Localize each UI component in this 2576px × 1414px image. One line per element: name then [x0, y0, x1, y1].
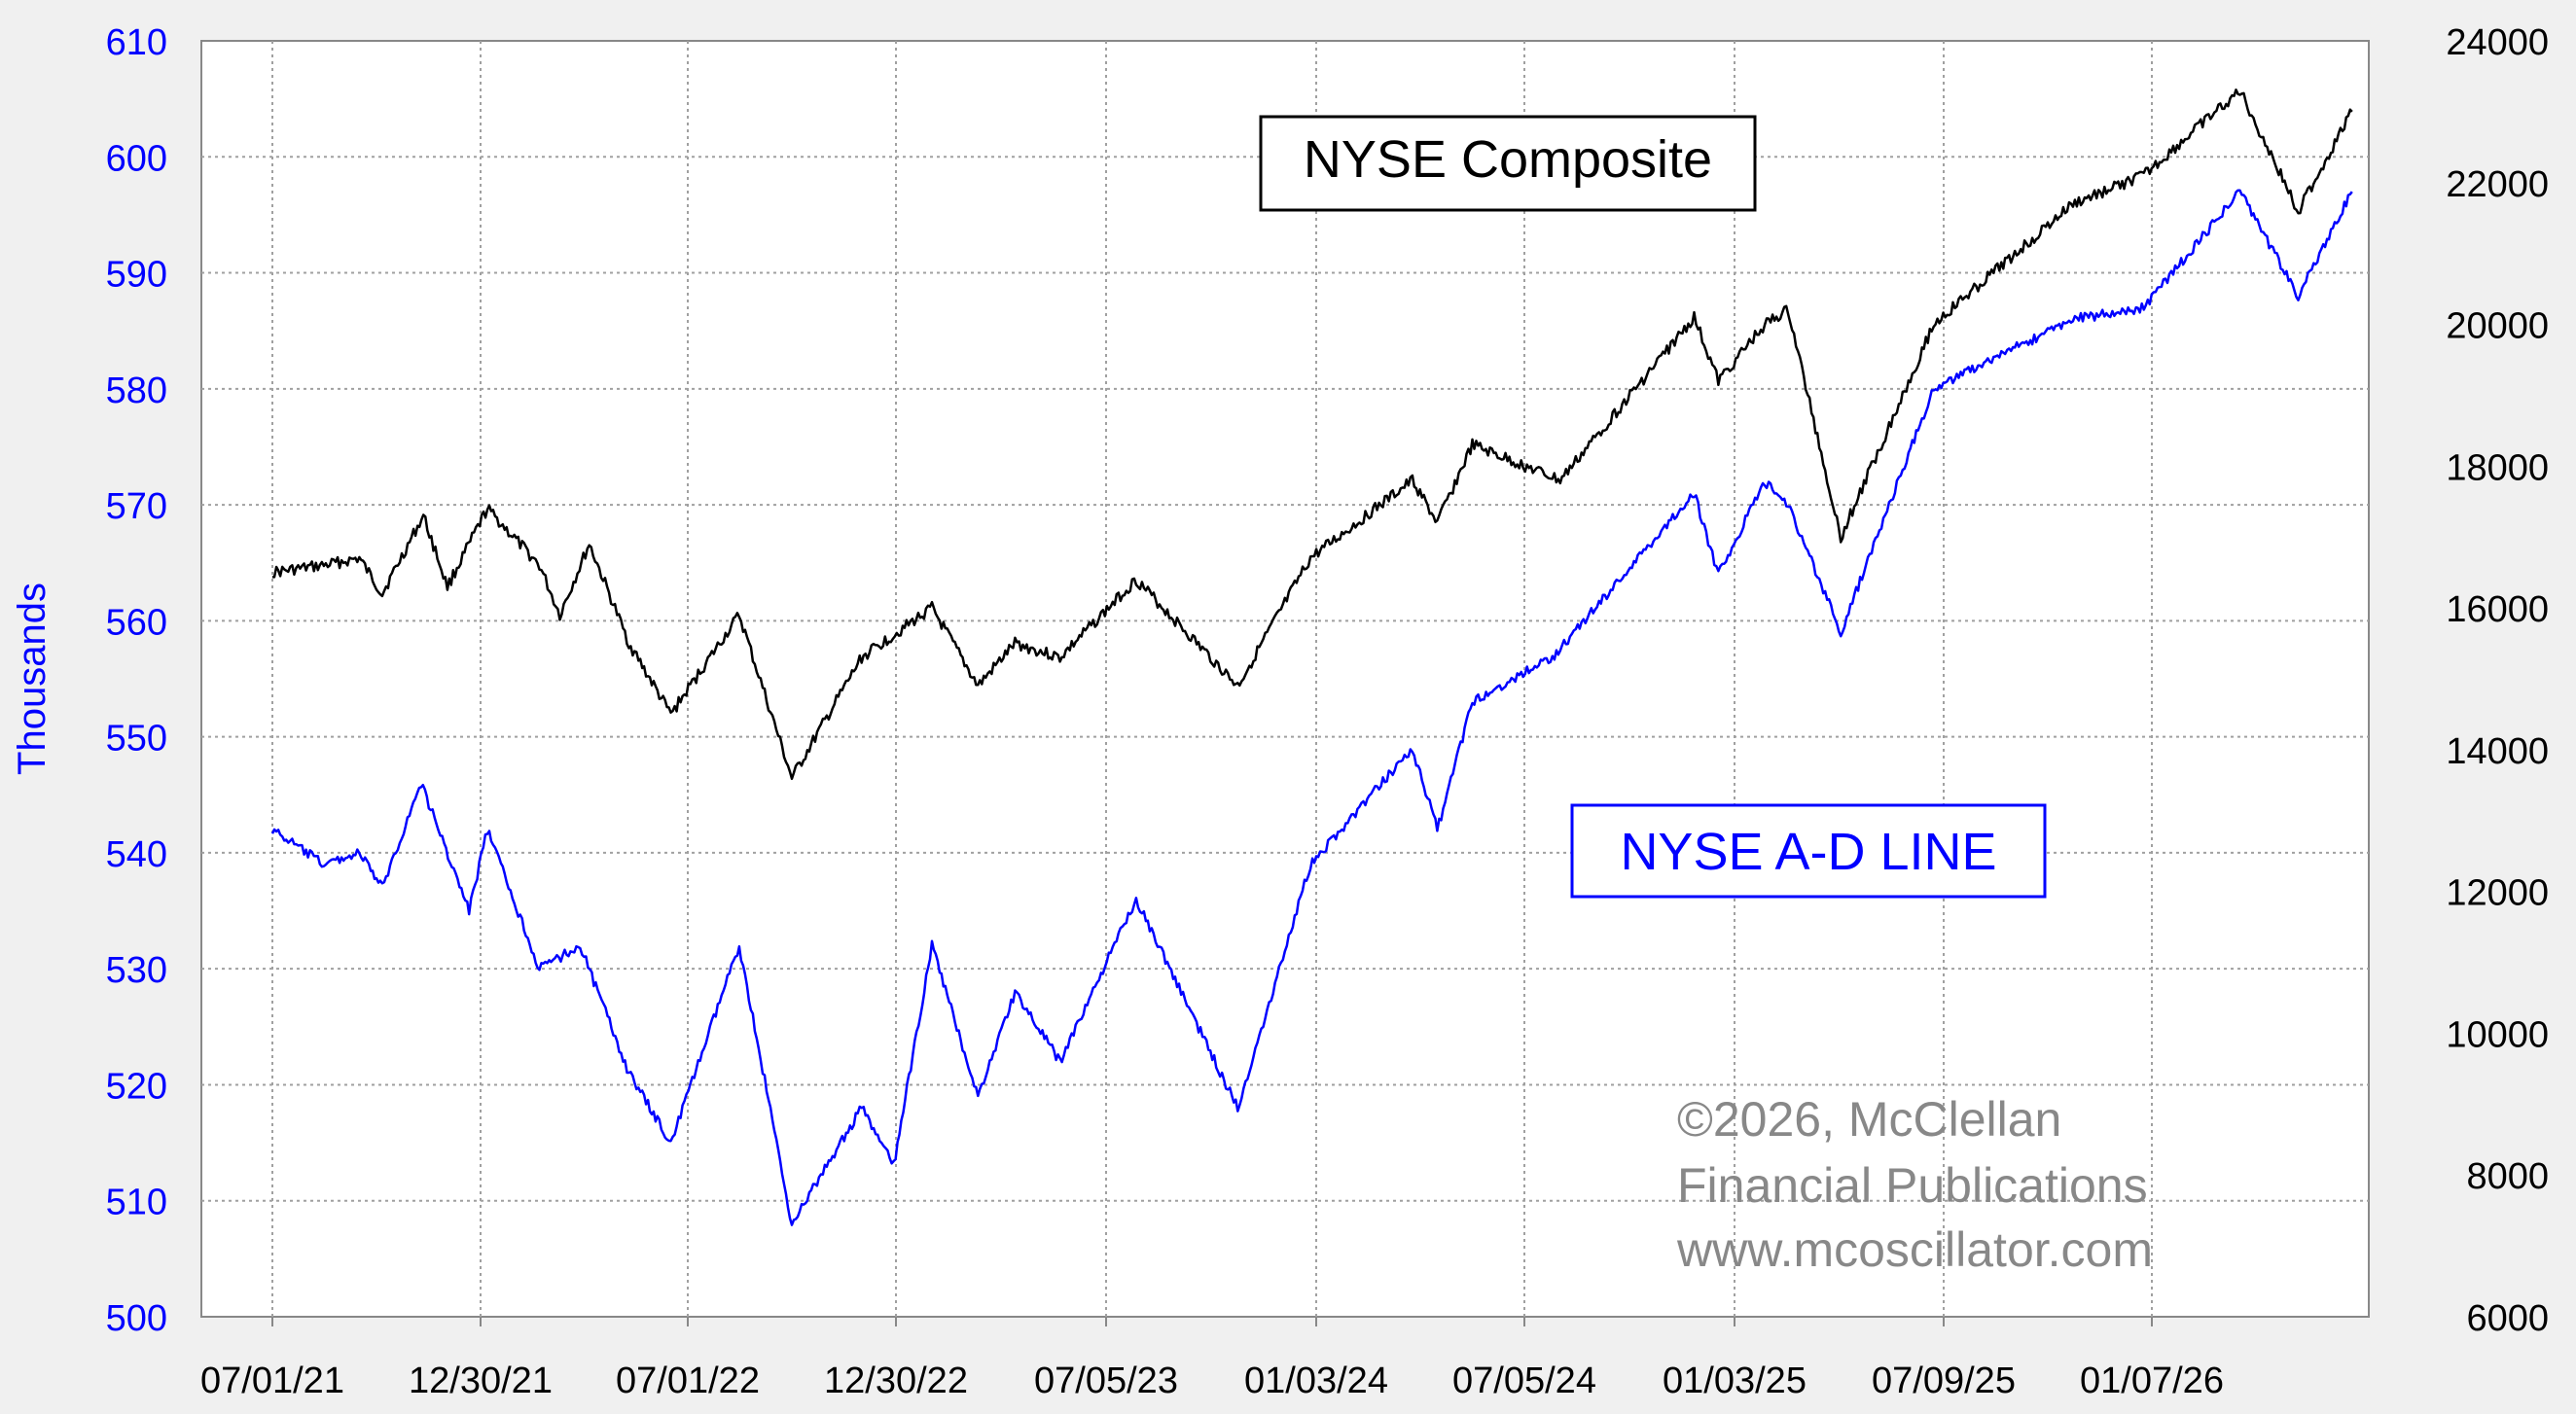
x-axis-tick-label: 07/01/22 — [616, 1361, 760, 1401]
x-axis-tick-label: 07/05/23 — [1034, 1361, 1178, 1401]
left-axis-tick-label: 600 — [106, 138, 167, 179]
x-axis-tick-label: 01/07/26 — [2080, 1361, 2224, 1401]
series-layer — [270, 88, 2353, 1226]
left-axis-tick-label: 590 — [106, 255, 167, 296]
right-axis-tick-label: 20000 — [2446, 306, 2549, 347]
x-axis-tick-label: 07/05/24 — [1452, 1361, 1596, 1401]
right-axis-tick-label: 22000 — [2446, 164, 2549, 205]
right-axis-tick-label: 16000 — [2446, 589, 2549, 630]
annotation-nyse-ad-line: NYSE A-D LINE — [1570, 803, 2047, 899]
x-axis-tick-label: 01/03/25 — [1663, 1361, 1807, 1401]
left-axis-tick-label: 570 — [106, 486, 167, 527]
series-line-nyse-composite — [271, 88, 2353, 781]
left-axis-tick-label: 520 — [106, 1066, 167, 1107]
y-axis-title: Thousands — [11, 583, 54, 775]
left-axis-tick-label: 580 — [106, 371, 167, 411]
x-axis-tick-label: 12/30/22 — [824, 1361, 968, 1401]
right-axis-tick-label: 8000 — [2466, 1156, 2549, 1197]
plot-area — [200, 40, 2370, 1318]
left-axis-tick-label: 510 — [106, 1183, 167, 1223]
annotation-nyse-composite: NYSE Composite — [1259, 115, 1757, 212]
right-axis-tick-label: 14000 — [2446, 731, 2549, 772]
left-axis-tick-label: 560 — [106, 602, 167, 643]
x-axis-tick-label: 01/03/24 — [1244, 1361, 1388, 1401]
right-axis-tick-label: 6000 — [2466, 1298, 2549, 1339]
left-axis-tick-label: 550 — [106, 719, 167, 760]
x-axis-tick-label: 07/01/21 — [200, 1361, 344, 1401]
x-axis-tick-label: 07/09/25 — [1872, 1361, 2016, 1401]
label-nyse-composite: NYSE Composite — [1304, 130, 1712, 189]
left-axis-tick-label: 500 — [106, 1298, 167, 1339]
left-axis-tick-label: 530 — [106, 950, 167, 991]
right-axis-tick-label: 18000 — [2446, 447, 2549, 488]
copyright-line-2: Financial Publications — [1677, 1158, 2148, 1213]
right-axis-tick-label: 10000 — [2446, 1014, 2549, 1055]
right-axis-tick-label: 24000 — [2446, 22, 2549, 63]
series-line-nyse-a-d-line — [270, 189, 2353, 1226]
label-nyse-ad-line: NYSE A-D LINE — [1620, 823, 1996, 881]
copyright-line-3: www.mcoscillator.com — [1676, 1222, 2153, 1277]
labels: 500 510 520 530 540 550 560 570 580 590 600 610 6000… — [106, 22, 2549, 1401]
copyright-line-1: ©2026, McClellan — [1677, 1092, 2061, 1147]
right-axis-tick-label: 12000 — [2446, 873, 2549, 914]
left-axis-tick-label: 540 — [106, 834, 167, 875]
left-axis-tick-label: 610 — [106, 22, 167, 63]
x-axis-tick-label: 12/30/21 — [409, 1361, 553, 1401]
